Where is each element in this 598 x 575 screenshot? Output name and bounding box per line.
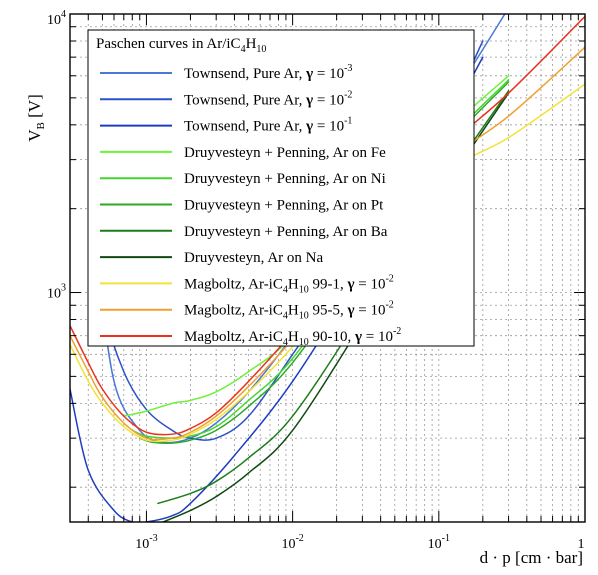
legend-title: Paschen curves in Ar/iC4H10 <box>96 36 266 55</box>
legend-entry-m9010: Magboltz, Ar-iC4H10 90-10, γ = 10-2 <box>100 326 401 348</box>
legend-entry-ba: Druyvesteyn + Penning, Ar on Ba <box>100 224 388 240</box>
legend-label: Townsend, Pure Ar, γ = 10-2 <box>184 89 352 108</box>
plot-frame <box>69 13 586 523</box>
tick-label-layer: 10-3 10-2 10-1 1 103 104 <box>47 9 585 552</box>
legend: Paschen curves in Ar/iC4H10 Townsend, Pu… <box>87 29 475 348</box>
legend-entry-t2: Townsend, Pure Ar, γ = 10-2 <box>100 89 352 108</box>
x-tick-label: 10-1 <box>428 533 450 552</box>
legend-label: Magboltz, Ar-iC4H10 99-1, γ = 10-2 <box>184 273 394 295</box>
legend-entry-ni: Druyvesteyn + Penning, Ar on Ni <box>100 171 386 187</box>
legend-label: Druyvesteyn + Penning, Ar on Ni <box>184 171 386 187</box>
legend-entry-fe: Druyvesteyn + Penning, Ar on Fe <box>100 145 386 161</box>
x-axis-label: d · p [cm · bar] <box>480 548 583 567</box>
x-tick-label: 1 <box>578 537 585 552</box>
tick-layer <box>69 13 586 522</box>
legend-label: Magboltz, Ar-iC4H10 90-10, γ = 10-2 <box>184 326 401 348</box>
x-tick-label: 10-3 <box>135 533 157 552</box>
legend-entry-na: Druyvesteyn, Ar on Na <box>100 250 323 266</box>
legend-entry-m955: Magboltz, Ar-iC4H10 95-5, γ = 10-2 <box>100 300 394 322</box>
x-tick-label: 10-2 <box>281 533 303 552</box>
legend-label: Magboltz, Ar-iC4H10 95-5, γ = 10-2 <box>184 300 394 322</box>
y-axis-label: VB [V] <box>25 94 47 141</box>
legend-box <box>87 29 475 347</box>
legend-label: Townsend, Pure Ar, γ = 10-1 <box>184 116 352 135</box>
y-tick-label: 103 <box>47 283 66 302</box>
legend-label: Druyvesteyn + Penning, Ar on Ba <box>184 224 388 240</box>
legend-entry-pt: Druyvesteyn + Penning, Ar on Pt <box>100 198 384 214</box>
legend-entries: Townsend, Pure Ar, γ = 10-3 Townsend, Pur… <box>100 63 401 348</box>
legend-entry-t3: Townsend, Pure Ar, γ = 10-3 <box>100 63 352 82</box>
legend-label: Townsend, Pure Ar, γ = 10-3 <box>184 63 352 82</box>
legend-label: Druyvesteyn + Penning, Ar on Fe <box>184 145 386 161</box>
legend-label: Druyvesteyn, Ar on Na <box>184 250 323 266</box>
legend-entry-t1: Townsend, Pure Ar, γ = 10-1 <box>100 116 352 135</box>
legend-entry-m991: Magboltz, Ar-iC4H10 99-1, γ = 10-2 <box>100 273 394 295</box>
y-tick-label: 104 <box>47 9 66 28</box>
legend-label: Druyvesteyn + Penning, Ar on Pt <box>184 198 384 214</box>
